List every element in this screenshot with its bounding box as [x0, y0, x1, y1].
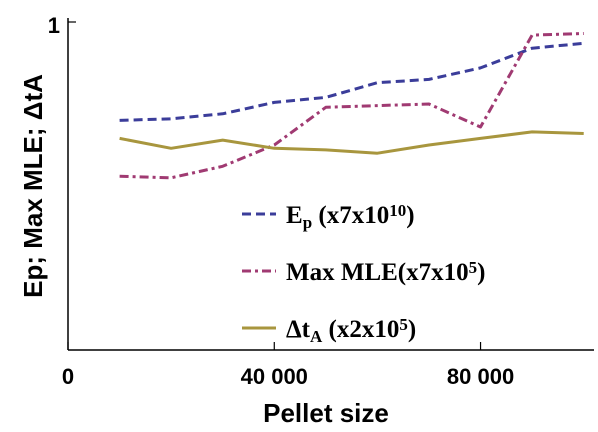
legend-text-main: Δt: [286, 316, 311, 343]
legend-text-sub: A: [310, 327, 323, 346]
series-line-2: [119, 130, 584, 155]
legend-text-end: ): [406, 202, 414, 229]
y-tick-label: 1: [48, 13, 60, 38]
legend-text-mid: (x7x10: [312, 202, 389, 229]
series-lines: [119, 32, 584, 180]
axes: [67, 18, 594, 351]
legend-text-mid: (x2x10: [322, 316, 399, 343]
legend-entry: Ep (x7x1010): [286, 201, 415, 232]
y-axis-label-group: Ep; Max MLE; ΔtA: [18, 74, 48, 298]
legend-text-sup: 10: [389, 201, 406, 220]
legend-text-main: E: [286, 202, 303, 229]
legend-text-sup: 5: [399, 315, 408, 334]
y-axis-label: Ep; Max MLE; ΔtA: [18, 74, 48, 298]
legend-text-end: ): [408, 316, 416, 343]
legend-text-main: Max MLE(x7x10: [286, 259, 469, 286]
x-tick-label: 0: [62, 364, 74, 389]
legend-entry: Max MLE(x7x105): [286, 258, 485, 286]
legend: Ep (x7x1010)Max MLE(x7x105)ΔtA (x2x105): [242, 201, 485, 346]
x-tick-label: 80 000: [447, 364, 514, 389]
legend-entry: ΔtA (x2x105): [286, 315, 416, 346]
x-tick-label: 40 000: [241, 364, 308, 389]
y-ticks: 1: [48, 13, 76, 38]
series-line-0: [119, 41, 584, 122]
series-line-1: [119, 32, 584, 180]
x-axis-label: Pellet size: [263, 398, 389, 428]
legend-text-sup: 5: [469, 258, 478, 277]
legend-text-sub: p: [303, 213, 312, 232]
x-ticks: 0 40 000 80 000: [62, 342, 514, 389]
legend-text-end: ): [477, 259, 485, 286]
